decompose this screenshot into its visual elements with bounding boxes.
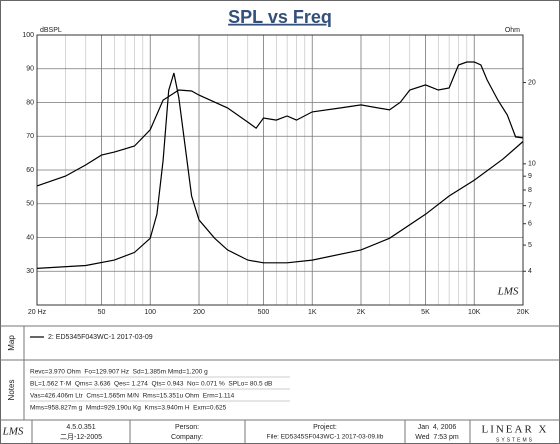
- y2-tick-label: 7: [528, 202, 532, 209]
- y-tick-label: 100: [22, 32, 34, 39]
- note-line: Mms=958.827m g Mmd=929.190u Kg Kms=3.940…: [30, 405, 227, 412]
- y2-tick-label: 4: [528, 268, 532, 275]
- x-tick-label: 200: [193, 309, 205, 316]
- notes-label: Notes: [7, 380, 16, 401]
- y-tick-label: 60: [26, 167, 34, 174]
- x-tick-label: 10K: [468, 309, 481, 316]
- time: Wed 7:53 pm: [415, 434, 459, 441]
- note-line: Vas=426.406m Ltr Cms=1.565m M/N Rms=15.3…: [30, 393, 235, 400]
- data-line: [36, 61, 524, 187]
- date: Jan 4, 2006: [418, 424, 457, 431]
- x-tick-label: 2K: [357, 309, 366, 316]
- y2-tick-label: 5: [528, 242, 532, 249]
- version: 4.5.0.351: [66, 424, 95, 431]
- x-tick-label: 1K: [308, 309, 317, 316]
- y-axis-label: dBSPL: [40, 27, 62, 34]
- y-tick-label: 40: [26, 234, 34, 241]
- y2-tick-label: 20: [528, 79, 536, 86]
- brand: LINEAR X: [481, 424, 548, 436]
- chart-title: SPL vs Freq: [228, 7, 332, 27]
- map-label: Map: [7, 335, 16, 351]
- watermark: LMS: [497, 286, 519, 298]
- y2-tick-label: 10: [528, 161, 536, 168]
- y2-axis-label: Ohm: [505, 27, 520, 34]
- x-tick-label: 500: [258, 309, 270, 316]
- brand-sub: SYSTEMS: [496, 437, 534, 443]
- file: File: ED5345SF043WC-1 2017-03-09.lib: [267, 434, 384, 441]
- y-tick-label: 50: [26, 201, 34, 208]
- x-tick-label: 100: [144, 309, 156, 316]
- y2-tick-label: 8: [528, 187, 532, 194]
- note-line: BL=1.562 T·M Qms= 3.636 Qes= 1.274 Qts= …: [30, 381, 272, 388]
- company: Company:: [171, 434, 203, 441]
- data-line: [36, 72, 524, 269]
- person: Person:: [175, 424, 199, 431]
- x-tick-label: 5K: [421, 309, 430, 316]
- project: Project:: [313, 424, 337, 431]
- y-tick-label: 30: [26, 268, 34, 275]
- legend-entry: 2: ED5345F043WC-1 2017-03-09: [48, 334, 153, 341]
- x-tick-label: 20 Hz: [28, 309, 47, 316]
- y-tick-label: 80: [26, 99, 34, 106]
- footer-logo: LMS: [2, 426, 24, 438]
- y2-tick-label: 9: [528, 173, 532, 180]
- y-tick-label: 90: [26, 66, 34, 73]
- plot-border: [36, 34, 524, 306]
- y2-tick-label: 6: [528, 221, 532, 228]
- build-date: 二月-12-2005: [60, 433, 102, 441]
- x-tick-label: 50: [98, 309, 106, 316]
- note-line: Revc=3.970 Ohm Fo=129.907 Hz Sd=1.385m M…: [30, 369, 208, 376]
- y-tick-label: 70: [26, 133, 34, 140]
- x-tick-label: 20K: [517, 309, 530, 316]
